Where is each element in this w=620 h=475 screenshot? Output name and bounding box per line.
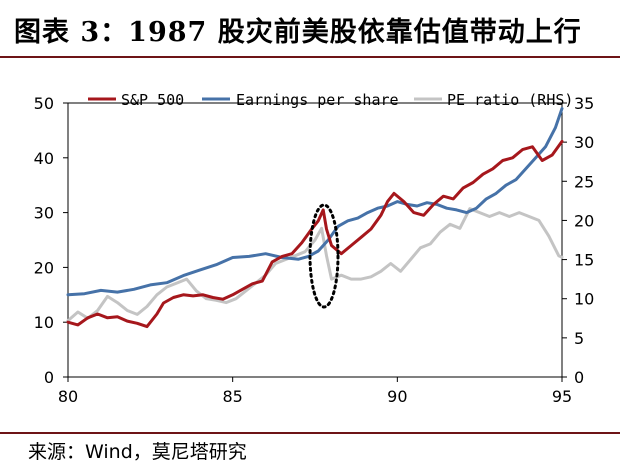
y-left-tick-label: 10 [34,313,54,332]
y-right-tick-label: 10 [574,290,594,309]
legend-label-earnings-line: Earnings per share [236,91,399,109]
figure-title: 图表 3：1987 股灾前美股依靠估值带动上行 [14,17,582,48]
y-left-tick-label: 30 [34,204,54,223]
y-right-tick-label: 25 [574,172,594,191]
source-note: 来源：Wind，莫尼塔研究 [28,441,247,463]
legend-label-pe-ratio-line: PE ratio (RHS) [447,91,573,109]
x-tick-label: 90 [387,387,407,406]
y-left-tick-label: 20 [34,258,54,277]
y-right-tick-label: 5 [574,329,584,348]
pe-ratio-line [66,207,564,323]
y-right-tick-label: 15 [574,251,594,270]
series-layer [66,107,564,329]
sp500-line [66,139,564,329]
plot-frame [67,102,563,378]
crash-annotation-ellipse [308,203,340,309]
source-rule [0,432,620,434]
earnings-line [66,107,564,297]
x-tick-label: 80 [58,387,78,406]
y-right-tick-label: 0 [574,368,584,387]
y-left-tick-label: 0 [44,368,54,387]
y-left-tick-label: 50 [34,94,54,113]
y-right-tick-label: 35 [574,94,594,113]
legend-label-sp500-line: S&P 500 [121,91,184,109]
y-left-tick-label: 40 [34,149,54,168]
title-rule [0,56,620,58]
y-right-tick-label: 30 [574,133,594,152]
y-right-tick-label: 20 [574,211,594,230]
x-tick-label: 85 [222,387,242,406]
x-tick-label: 95 [552,387,572,406]
legend: S&P 500 Earnings per share PE ratio (RHS) [88,91,573,109]
